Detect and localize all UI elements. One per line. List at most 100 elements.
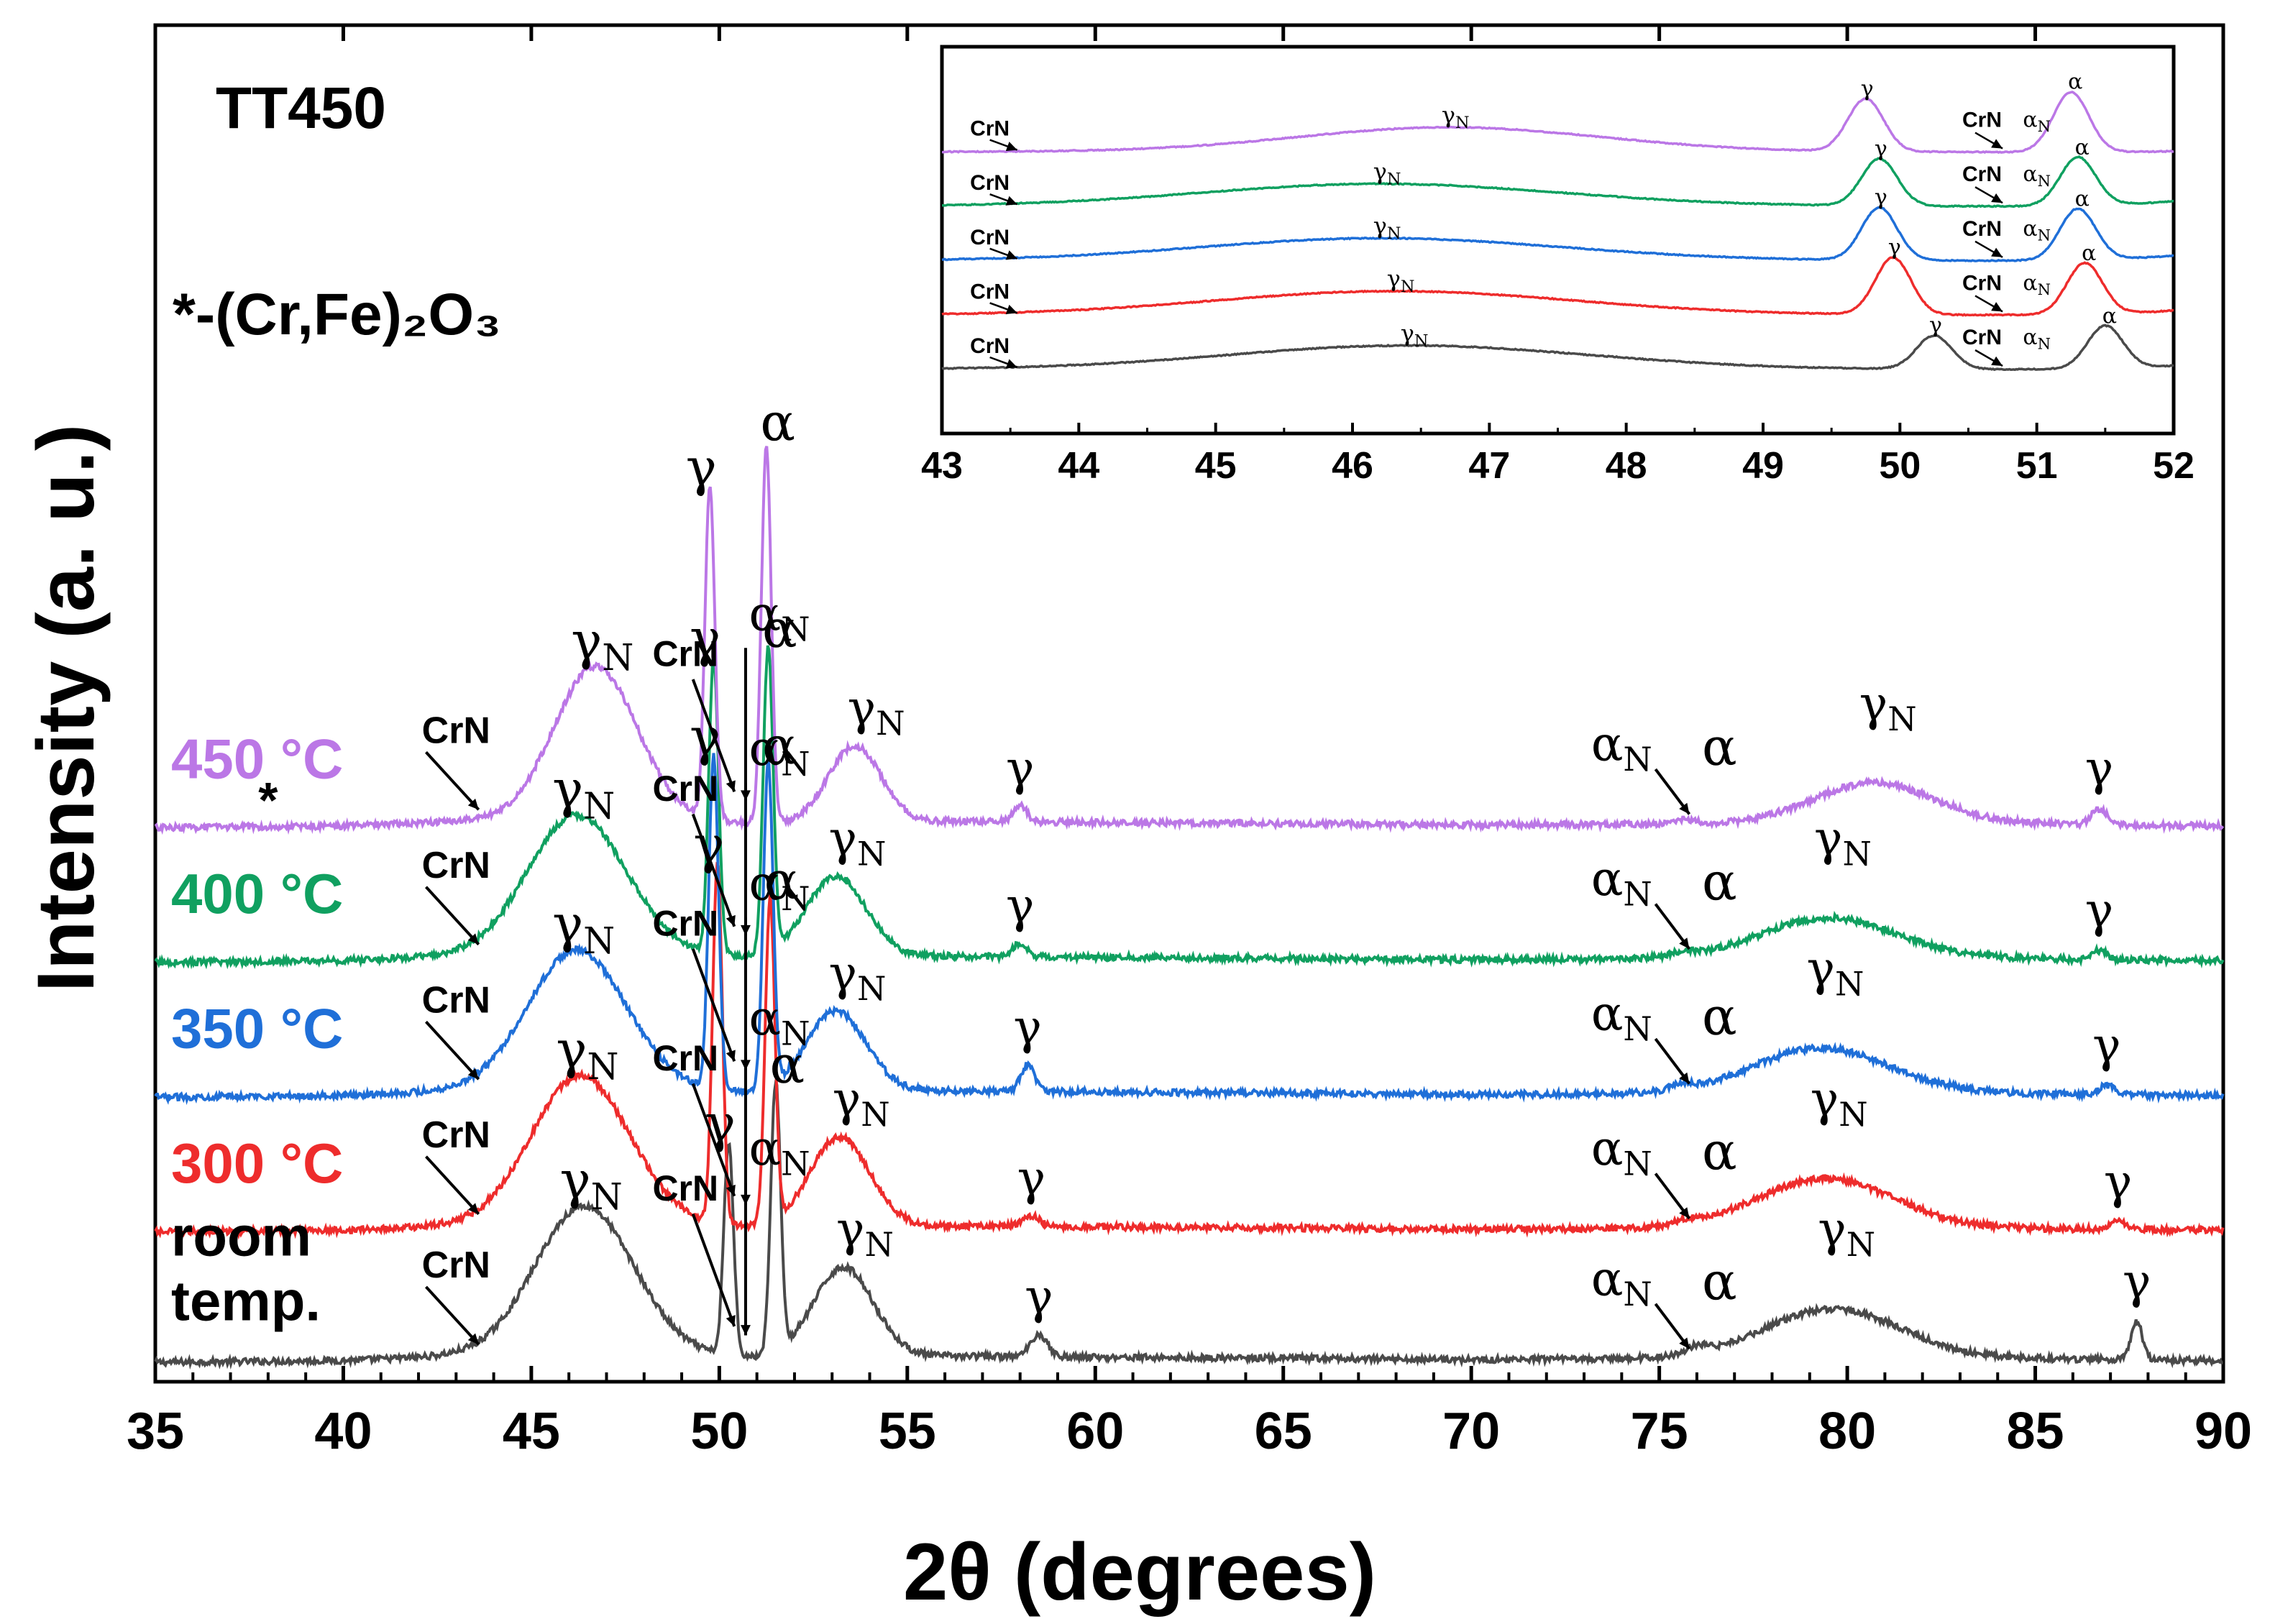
x-tick-label-4: 55 [879, 1403, 936, 1460]
x-tick-label-0: 35 [127, 1403, 184, 1460]
gammaN-label-80-3: γN [1814, 811, 1872, 873]
x-tick-label-8: 75 [1631, 1403, 1688, 1460]
gammaN-label-46-2: γN [552, 894, 615, 962]
inset-x-tick-label-8: 51 [2016, 445, 2058, 487]
inset-x-axis: 43 44 45 46 47 48 49 50 51 52 [921, 423, 2195, 487]
series-label-2-0: 350 °C [171, 997, 343, 1060]
gammaN-label-53-1: γN [833, 1071, 890, 1134]
inset-alpha-1: α [2082, 241, 2096, 266]
gamma-label-50-3: γ [690, 607, 720, 668]
alphaN-arrow-3-head [741, 925, 751, 936]
crn-arrow-1 [425, 1155, 480, 1216]
alpha-arrow-75-3-head [1679, 937, 1690, 949]
inset-crn-right-3: CrN [1962, 162, 2002, 186]
alpha-arrow-75-4-head [1679, 802, 1690, 815]
series-line-3 [154, 645, 2225, 970]
chart-title: TT450 [216, 75, 386, 141]
alpha-label-51-4: α [760, 392, 795, 452]
alpha-arrow-75-0-head [1679, 1337, 1690, 1349]
gamma-label-50-0: γ [705, 1093, 736, 1153]
alphaN-label-51-4: αN [749, 586, 810, 648]
crn-valley-arrow-2 [691, 948, 736, 1062]
alpha-label-75-3: α [1702, 851, 1737, 912]
gamma-label-50-4: γ [686, 437, 717, 497]
x-tick-label-9: 80 [1818, 1403, 1876, 1460]
inset-crn-left-arrow-3-head [1005, 196, 1017, 206]
crn-valley-arrow-3 [691, 813, 736, 927]
gammaN-label-53-0: γN [836, 1202, 894, 1265]
crn-arrow-1-head [467, 1203, 479, 1214]
alpha-label-51-2: α [762, 715, 797, 776]
alphaN-arrow-2-head [741, 1060, 751, 1070]
inset-gamma-0: γ [1929, 313, 1942, 338]
crn-arrow-4-head [467, 798, 479, 810]
gammaN-label-53-2: γN [829, 945, 887, 1008]
inset-gamma-1: γ [1888, 235, 1901, 260]
alphaN-label-75-4: αN [1591, 717, 1652, 779]
inset-alpha-2: α [2075, 187, 2090, 212]
main-x-axis: 35 40 45 50 55 60 65 70 75 80 85 90 [127, 25, 2252, 1460]
gammaN-label-53-4: γN [848, 681, 905, 743]
inset-x-tick-label-9: 52 [2153, 445, 2195, 487]
inset-series-group [941, 91, 2174, 372]
gammaN-label-80-1: γN [1811, 1071, 1868, 1134]
inset-alphaN-1: αN [2023, 270, 2051, 298]
gamma-label-50-1: γ [693, 815, 724, 875]
alpha-arrow-75-2-head [1679, 1072, 1690, 1084]
alphaN-label-75-3: αN [1591, 851, 1652, 914]
inset-x-tick-label-6: 49 [1742, 445, 1784, 487]
crn-arrow-0-head [467, 1333, 479, 1344]
x-tick-label-7: 70 [1442, 1403, 1500, 1460]
crn-arrow-3 [425, 886, 480, 946]
crn-label-3: CrN [422, 845, 490, 886]
crn-valley-arrow-4-head [726, 780, 736, 792]
series-label-0-0: room [171, 1204, 311, 1267]
alphaN-label-51-1: αN [749, 991, 810, 1053]
inset-alphaN-4: αN [2023, 108, 2051, 136]
gammaN-label-46-0: γN [560, 1150, 623, 1218]
gammaN-label-53-3: γN [829, 811, 887, 873]
crn-arrow-0 [425, 1285, 480, 1346]
alphaN-label-75-0: αN [1591, 1251, 1652, 1313]
inset-gamma-3: γ [1875, 137, 1887, 162]
gamma-label-58-4: γ [1006, 740, 1034, 796]
inset-gammaN-1: γN [1387, 265, 1415, 296]
star-marker: * [258, 772, 278, 828]
gammaN-label-46-4: γN [571, 610, 633, 679]
gamma-label-58-1: γ [1017, 1150, 1045, 1206]
alphaN-label-75-2: αN [1591, 986, 1652, 1049]
inset-x-tick-label-5: 48 [1606, 445, 1647, 487]
gamma-label-58-3: γ [1006, 878, 1034, 934]
series-line-2 [154, 753, 2225, 1106]
inset-crn-left-1: CrN [970, 280, 1010, 303]
inset-alpha-0: α [2102, 304, 2117, 329]
main-series-group [154, 446, 2225, 1370]
inset-alpha-3: α [2075, 135, 2090, 160]
gammaN-label-80-2: γN [1807, 941, 1864, 1004]
series-label-3-0: 400 °C [171, 862, 343, 925]
gamma-label-58-0: γ [1025, 1269, 1053, 1324]
series-label-1-0: 300 °C [171, 1132, 343, 1195]
gamma-label-87-4: γ [2085, 740, 2113, 796]
crn-valley-arrow-0-head [726, 1315, 736, 1326]
alpha-label-75-0: α [1702, 1252, 1737, 1312]
crn-valley-arrow-0 [691, 1214, 736, 1327]
inset-series-line-0 [941, 324, 2174, 372]
inset-crn-left-arrow-4-head [1005, 142, 1017, 152]
inset-x-tick-label-2: 45 [1195, 445, 1237, 487]
gamma-label-87-3: γ [2085, 883, 2113, 938]
crn-valley-label-1: CrN [652, 1038, 718, 1078]
gammaN-label-80-0: γN [1818, 1202, 1875, 1265]
alpha-label-75-2: α [1702, 986, 1737, 1047]
inset-gamma-4: γ [1861, 76, 1874, 101]
inset-crn-right-arrow-0-head [1991, 356, 2003, 366]
inset-crn-right-4: CrN [1962, 109, 2002, 132]
gammaN-label-46-3: γN [552, 759, 615, 827]
crn-valley-arrow-2-head [726, 1050, 736, 1062]
crn-label-2: CrN [422, 979, 490, 1021]
x-tick-label-10: 85 [2006, 1403, 2064, 1460]
crn-valley-label-3: CrN [652, 769, 718, 809]
crn-valley-label-2: CrN [652, 903, 718, 943]
